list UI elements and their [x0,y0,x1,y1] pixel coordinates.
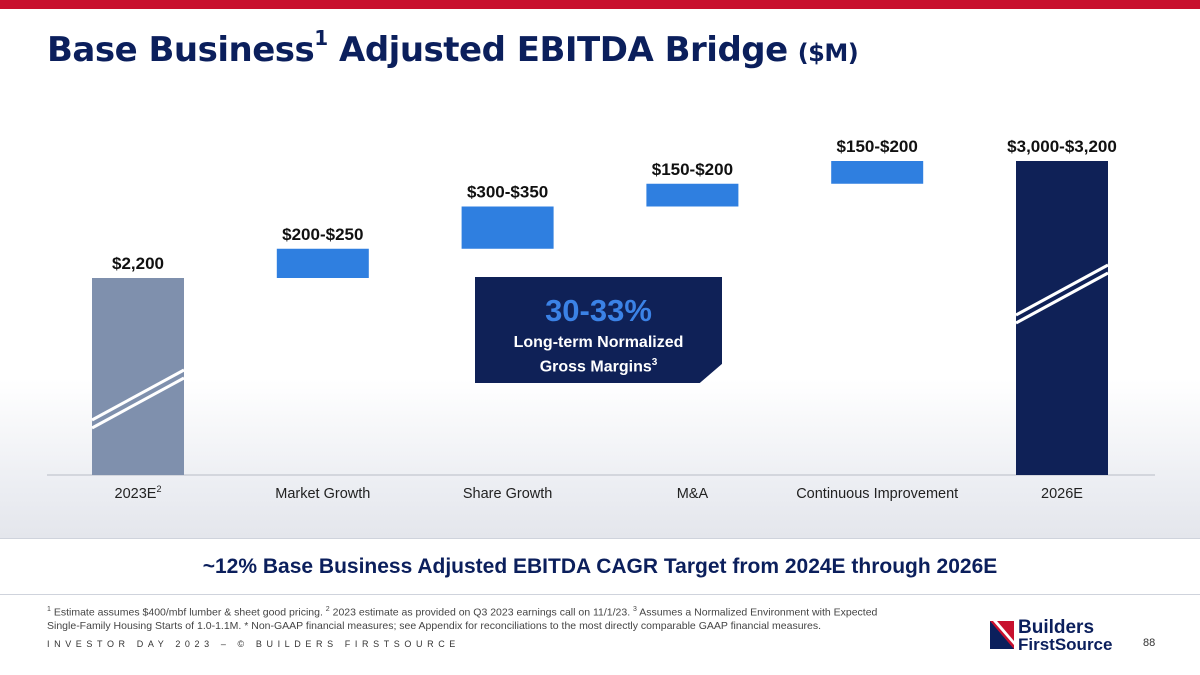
data-label-3: $150-$200 [652,160,733,179]
bar-4 [831,161,924,184]
category-label-2: Share Growth [463,486,552,502]
logo-text: Builders FirstSource [1018,617,1113,654]
category-superscript-0: 2 [156,484,161,494]
logo-mark-icon [990,621,1014,649]
cagr-statement: ~12% Base Business Adjusted EBITDA CAGR … [202,555,998,578]
data-label-1: $200-$250 [282,225,363,244]
callout-value: 30-33% [545,293,652,328]
background-band [0,380,1200,538]
footnote-3-marker: 3 [633,606,637,613]
logo-line-2: FirstSource [1018,635,1113,654]
page-number: 88 [1143,637,1156,649]
callout-footnote-ref: 3 [651,357,658,368]
footnotes: 1 Estimate assumes $400/mbf lumber & she… [47,603,907,633]
axis-break-line-b-5 [1015,271,1109,325]
top-accent-bar [0,0,1200,9]
category-label-1: Market Growth [275,486,370,502]
axis-break-line-b-0 [91,376,185,430]
page-title: Base Business1 Adjusted EBITDA Bridge ($M… [47,26,859,70]
callout-label-text: Long-term Normalized Gross Margins [513,334,684,376]
logo-line-1: Builders [1018,617,1095,638]
divider-top [0,538,1200,539]
data-label-5: $3,000-$3,200 [1007,137,1117,156]
axis-break-line-a-0 [91,368,185,422]
title-unit: ($M) [797,39,859,67]
title-main: Base Business [47,30,315,70]
data-label-2: $300-$350 [467,183,548,202]
gross-margin-callout: 30-33% Long-term Normalized Gross Margin… [475,277,722,383]
footnote-2-text: 2023 estimate as provided on Q3 2023 ear… [329,606,634,619]
axis-break-line-a-5 [1015,263,1109,317]
title-footnote-ref: 1 [314,26,328,50]
data-label-4: $150-$200 [837,137,918,156]
ebitda-bridge-chart: $2,200 2023E2 $200-$250 Market Growth $300-$… [47,137,1155,502]
footnote-1-marker: 1 [47,606,51,613]
footnote-1-text: Estimate assumes $400/mbf lumber & sheet… [50,606,326,619]
divider-bottom [0,594,1200,595]
bar-5 [1016,161,1108,475]
category-label-3: M&A [677,486,709,502]
bar-3 [646,183,739,207]
footnote-2-marker: 2 [325,606,330,613]
category-label-5: 2026E [1041,486,1083,502]
category-label-0: 2023E2 [115,484,162,502]
callout-label: Long-term Normalized Gross Margins3 [475,333,722,377]
title-rest: Adjusted EBITDA Bridge [339,30,788,70]
data-label-0: $2,200 [112,254,164,273]
bar-1 [276,248,369,278]
bar-0 [92,278,184,475]
category-label-4: Continuous Improvement [796,486,958,502]
builders-firstsource-logo: Builders FirstSource [990,617,1118,657]
footnote-3-text: Assumes a Normalized Environment with Ex… [47,606,878,632]
bar-2 [461,206,554,249]
investor-day-footer: INVESTOR DAY 2023 – © BUILDERS FIRSTSOUR… [47,639,460,649]
